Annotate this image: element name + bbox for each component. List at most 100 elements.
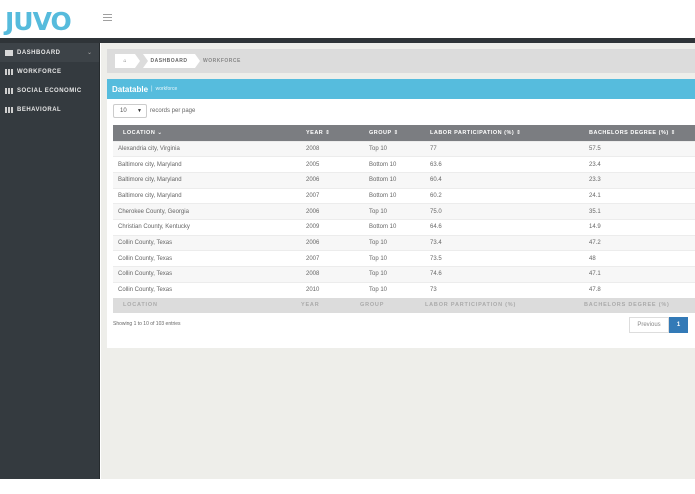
cell-location: Collin County, Texas — [113, 281, 301, 298]
panel-separator: | — [151, 86, 153, 92]
cell-year: 2006 — [301, 203, 360, 220]
page-1-button[interactable]: 1 — [669, 317, 688, 333]
column-footer-labor: LABOR PARTICIPATION (%) — [425, 297, 584, 313]
sidebar-item-label: WORKFORCE — [17, 68, 62, 75]
sidebar-item-social-economic[interactable]: SOCIAL ECONOMIC — [0, 81, 99, 100]
caret-down-icon: ▼ — [137, 108, 142, 114]
table-row: Christian County, Kentucky 2009 Bottom 10 6… — [113, 218, 695, 236]
cell-location: Baltimore city, Maryland — [113, 187, 301, 204]
cell-location: Cherokee County, Georgia — [113, 203, 301, 220]
cell-bachelors: 47.1 — [584, 266, 695, 283]
sidebar-item-workforce[interactable]: WORKFORCE — [0, 62, 99, 81]
cell-location: Baltimore city, Maryland — [113, 156, 301, 173]
page-length-value: 10 — [120, 108, 127, 114]
header-divider — [0, 38, 695, 43]
cell-labor: 73.4 — [425, 234, 584, 251]
pagination: Previous 1 — [629, 317, 688, 333]
cell-location: Collin County, Texas — [113, 266, 301, 283]
table-row: Baltimore city, Maryland 2006 Bottom 10 60.… — [113, 171, 695, 189]
cell-bachelors: 47.2 — [584, 234, 695, 251]
cell-group: Top 10 — [360, 281, 425, 298]
table-row: Baltimore city, Maryland 2005 Bottom 10 63.… — [113, 156, 695, 173]
breadcrumb-workforce: WORKFORCE — [203, 58, 241, 64]
column-footer-location: LOCATION — [113, 297, 301, 313]
table-row: Collin County, Texas 2008 Top 10 74.6 47.1 — [113, 266, 695, 283]
column-footer-year: YEAR — [301, 297, 360, 313]
cell-labor: 75.0 — [425, 203, 584, 220]
cell-year: 2006 — [301, 234, 360, 251]
sidebar-item-label: BEHAVIORAL — [17, 106, 62, 113]
cell-labor: 74.6 — [425, 266, 584, 283]
cell-location: Alexandria city, Virginia — [113, 140, 301, 157]
page-length-select[interactable]: 10 ▼ — [113, 104, 147, 118]
cell-year: 2008 — [301, 266, 360, 283]
column-header-location[interactable]: LOCATION ⌄ — [113, 125, 301, 141]
column-header-year[interactable]: YEAR ⇕ — [301, 125, 360, 141]
table-row: Baltimore city, Maryland 2007 Bottom 10 60.… — [113, 187, 695, 204]
sidebar-item-label: DASHBOARD — [17, 49, 61, 56]
menu-toggle-icon[interactable] — [103, 14, 112, 22]
datatable-panel: Datatable | workforce 10 ▼ records per p… — [107, 79, 695, 348]
cell-group: Top 10 — [360, 234, 425, 251]
cell-group: Top 10 — [360, 203, 425, 220]
cell-bachelors: 14.9 — [584, 218, 695, 236]
cell-year: 2006 — [301, 171, 360, 189]
cell-year: 2008 — [301, 140, 360, 157]
cell-bachelors: 35.1 — [584, 203, 695, 220]
cell-group: Bottom 10 — [360, 156, 425, 173]
sidebar-item-behavioral[interactable]: BEHAVIORAL — [0, 100, 99, 119]
cell-bachelors: 23.3 — [584, 171, 695, 189]
logo[interactable]: JUVO — [5, 7, 72, 36]
table-row: Collin County, Texas 2010 Top 10 73 47.8 — [113, 281, 695, 298]
column-header-bachelors[interactable]: BACHELORS DEGREE (%) ⇕ — [584, 125, 695, 141]
cell-labor: 60.2 — [425, 187, 584, 204]
cell-year: 2007 — [301, 250, 360, 267]
home-icon[interactable]: ⌂ — [115, 54, 140, 68]
chevron-down-icon: ⌄ — [86, 50, 92, 56]
cell-year: 2007 — [301, 187, 360, 204]
column-footer-bachelors: BACHELORS DEGREE (%) — [584, 297, 695, 313]
cell-year: 2005 — [301, 156, 360, 173]
cell-labor: 60.4 — [425, 171, 584, 189]
panel-header: Datatable | workforce — [107, 79, 695, 99]
cell-bachelors: 57.5 — [584, 140, 695, 157]
sidebar: DASHBOARD ⌄ WORKFORCE SOCIAL ECONOMIC BE… — [0, 43, 100, 479]
panel-subtitle: workforce — [155, 86, 178, 92]
cell-location: Collin County, Texas — [113, 234, 301, 251]
table-row: Collin County, Texas 2006 Top 10 73.4 47.2 — [113, 234, 695, 251]
table-row: Alexandria city, Virginia 2008 Top 10 77 57.… — [113, 140, 695, 157]
cell-labor: 73 — [425, 281, 584, 298]
table-row: Cherokee County, Georgia 2006 Top 10 75.0 35… — [113, 203, 695, 220]
table-icon — [5, 87, 13, 94]
cell-group: Bottom 10 — [360, 218, 425, 236]
cell-group: Bottom 10 — [360, 187, 425, 204]
cell-bachelors: 47.8 — [584, 281, 695, 298]
breadcrumb: ⌂ DASHBOARD WORKFORCE — [107, 49, 695, 73]
table-row: Collin County, Texas 2007 Top 10 73.5 48 — [113, 250, 695, 267]
breadcrumb-dashboard[interactable]: DASHBOARD — [143, 54, 200, 68]
column-header-labor[interactable]: LABOR PARTICIPATION (%) ⇕ — [425, 125, 584, 141]
cell-group: Top 10 — [360, 250, 425, 267]
column-footer-group: GROUP — [360, 297, 425, 313]
cell-labor: 73.5 — [425, 250, 584, 267]
top-bar: JUVO — [0, 0, 695, 38]
cell-location: Christian County, Kentucky — [113, 218, 301, 236]
panel-title: Datatable — [112, 84, 149, 94]
table-icon — [5, 68, 13, 75]
page-length-label: records per page — [150, 108, 196, 114]
cell-labor: 64.6 — [425, 218, 584, 236]
data-table: LOCATION ⌄ YEAR ⇕ GROUP ⇕ LABOR PARTICIP… — [113, 125, 695, 313]
sidebar-item-dashboard[interactable]: DASHBOARD ⌄ — [0, 43, 99, 62]
cell-group: Top 10 — [360, 140, 425, 157]
cell-year: 2010 — [301, 281, 360, 298]
cell-location: Collin County, Texas — [113, 250, 301, 267]
cell-bachelors: 48 — [584, 250, 695, 267]
column-header-group[interactable]: GROUP ⇕ — [360, 125, 425, 141]
table-info: Showing 1 to 10 of 103 entries — [113, 321, 181, 327]
cell-year: 2009 — [301, 218, 360, 236]
briefcase-icon — [5, 49, 13, 56]
previous-button[interactable]: Previous — [629, 317, 669, 333]
cell-bachelors: 24.1 — [584, 187, 695, 204]
cell-labor: 77 — [425, 140, 584, 157]
cell-bachelors: 23.4 — [584, 156, 695, 173]
